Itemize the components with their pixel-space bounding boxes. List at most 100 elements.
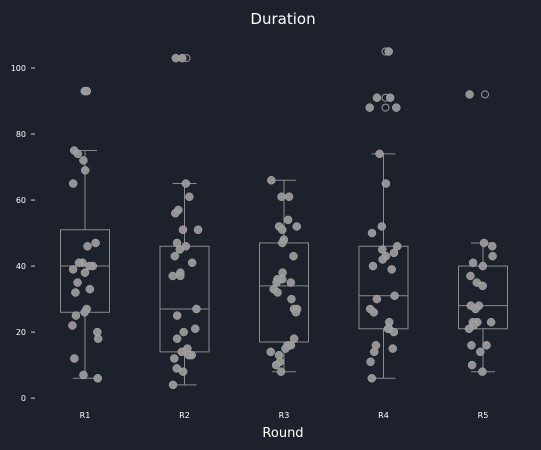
data-point	[467, 360, 477, 370]
data-point	[488, 251, 497, 261]
strip-points-r5	[464, 90, 497, 376]
data-point	[80, 308, 89, 317]
data-point	[488, 242, 497, 251]
data-point	[168, 271, 177, 281]
data-point	[385, 93, 395, 102]
data-point	[372, 294, 382, 304]
box-group-r4	[358, 47, 409, 379]
data-point	[267, 175, 276, 185]
data-point	[176, 271, 185, 281]
data-point	[284, 192, 294, 201]
y-tick-label: 0	[21, 394, 26, 403]
data-point	[466, 271, 475, 281]
plot-area	[60, 47, 508, 390]
data-point	[178, 225, 188, 235]
data-point	[266, 347, 275, 357]
data-point	[291, 308, 301, 317]
data-point	[388, 344, 398, 353]
data-point	[85, 261, 94, 271]
data-point	[381, 179, 391, 188]
data-point	[389, 248, 399, 258]
chart-title: Duration	[250, 10, 315, 28]
data-point	[471, 304, 480, 314]
iqr-box	[458, 265, 508, 330]
data-point	[170, 354, 179, 363]
x-tick-label: R2	[179, 411, 190, 420]
data-point	[465, 90, 474, 99]
data-point	[478, 281, 487, 291]
data-point	[478, 367, 487, 376]
data-point	[289, 251, 298, 261]
data-point	[384, 47, 393, 56]
data-point	[377, 222, 387, 231]
data-point	[271, 360, 281, 370]
data-point	[187, 258, 197, 268]
y-axis: 0 20 40 60 80 100	[11, 64, 35, 403]
data-point	[369, 308, 379, 317]
box-group-r1	[60, 87, 110, 379]
data-point	[464, 324, 474, 334]
data-point	[74, 258, 84, 268]
data-point	[276, 367, 286, 376]
data-point	[178, 367, 188, 376]
y-tick-label: 80	[16, 130, 26, 139]
data-point	[478, 261, 488, 271]
data-point	[369, 347, 379, 357]
data-point	[378, 245, 387, 254]
data-point	[372, 93, 382, 102]
data-point	[193, 225, 203, 235]
data-point	[368, 261, 378, 271]
data-point	[73, 278, 82, 287]
data-point	[277, 192, 286, 201]
data-point	[375, 149, 384, 159]
outlier-point	[481, 90, 489, 99]
data-point	[191, 324, 200, 334]
y-tick-label: 40	[16, 262, 26, 271]
outlier-point	[381, 103, 390, 112]
data-point	[378, 255, 387, 264]
data-point	[172, 311, 182, 320]
x-tick-label: R5	[478, 411, 489, 420]
data-point	[367, 374, 377, 383]
data-point	[387, 265, 396, 274]
data-point	[168, 380, 178, 390]
data-point	[177, 347, 186, 357]
data-point	[283, 215, 293, 225]
data-point	[175, 245, 185, 254]
data-point	[273, 288, 282, 297]
data-point	[71, 311, 81, 320]
data-point	[79, 370, 88, 380]
data-point	[80, 166, 90, 175]
data-point	[179, 327, 188, 337]
data-point	[91, 238, 100, 248]
x-axis: R1 R2 R3 R4 R5	[80, 411, 489, 420]
data-point	[287, 294, 296, 304]
data-point	[79, 156, 88, 165]
data-point	[292, 222, 301, 231]
y-tick-label: 60	[16, 196, 26, 205]
data-point	[172, 334, 182, 343]
data-point	[389, 327, 399, 337]
data-point	[85, 284, 95, 294]
data-point	[73, 149, 83, 159]
data-point	[70, 354, 79, 363]
data-point	[185, 192, 194, 201]
data-point	[476, 347, 485, 357]
data-point	[366, 357, 375, 367]
data-point	[278, 238, 287, 248]
strip-points-r2	[168, 53, 203, 390]
data-point	[177, 53, 187, 63]
data-point	[365, 103, 374, 112]
data-point	[467, 341, 476, 350]
data-point	[83, 242, 92, 251]
data-point	[68, 321, 77, 330]
x-axis-label: Round	[262, 426, 303, 441]
data-point	[281, 344, 290, 353]
data-point	[181, 179, 191, 188]
data-point	[286, 278, 296, 287]
strip-points-r3	[266, 175, 302, 376]
data-point	[68, 265, 78, 274]
data-point	[80, 268, 90, 277]
